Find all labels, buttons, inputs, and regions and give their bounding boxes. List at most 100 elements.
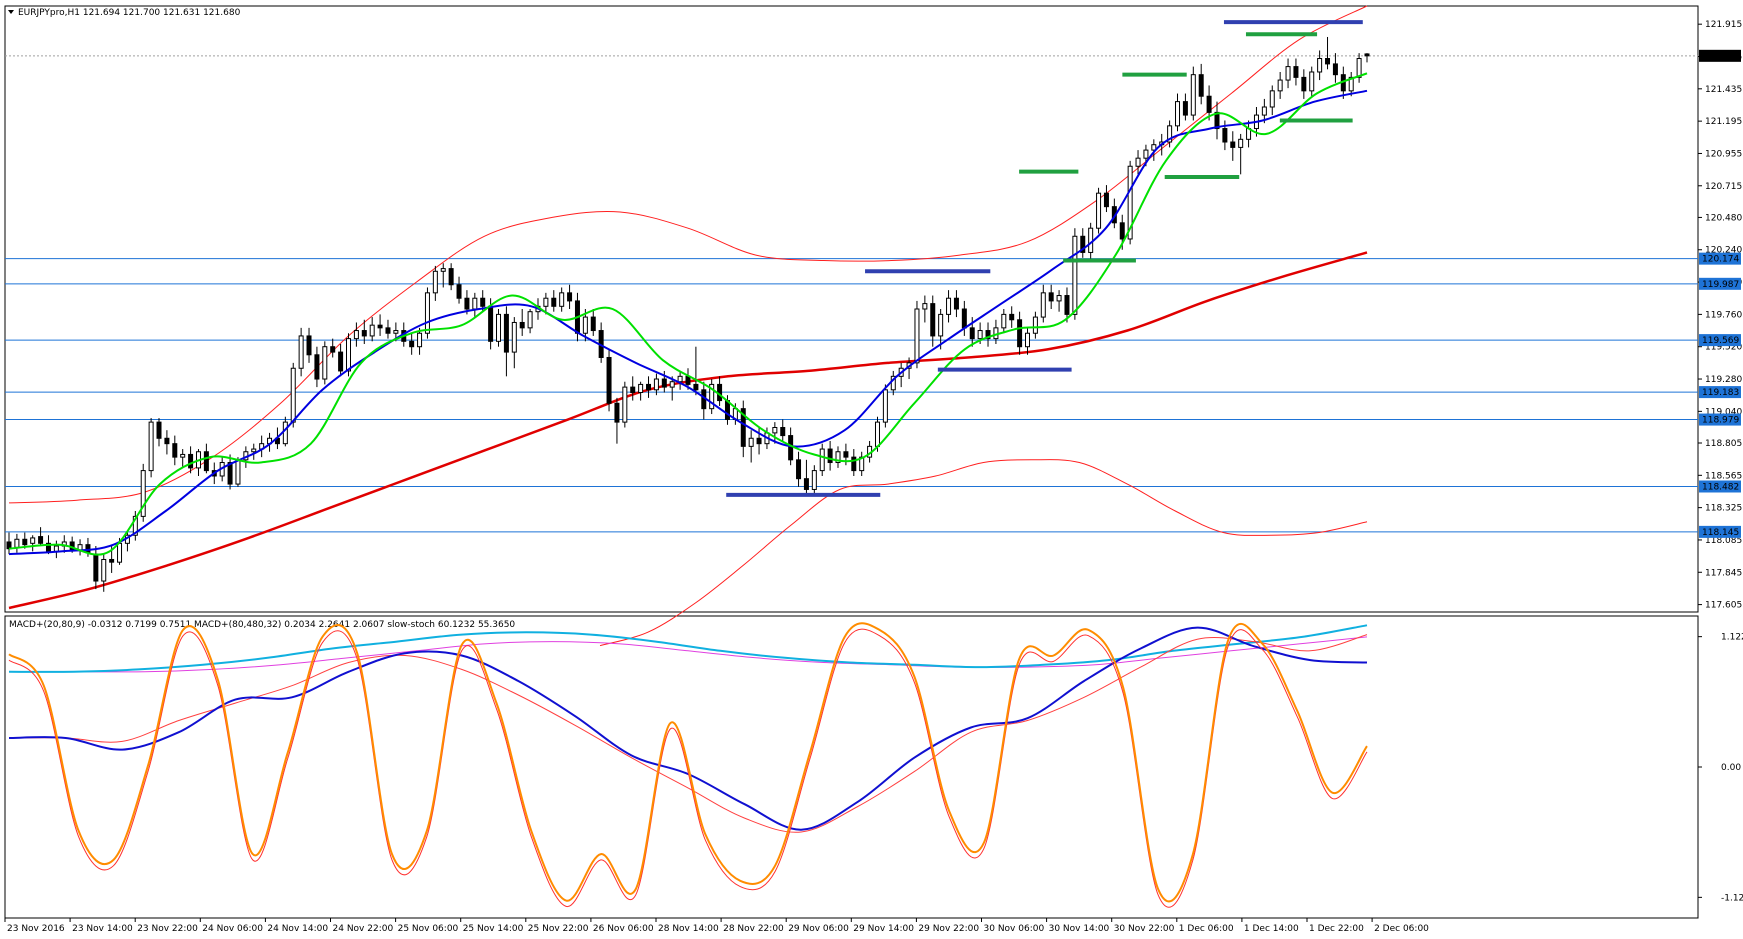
candle-body [290, 367, 296, 423]
time-tick-label: 23 Nov 2016 [7, 924, 65, 934]
level-price-tag [1699, 252, 1741, 265]
price-tick-label: 119.520 [1705, 343, 1742, 353]
candle-body [1119, 222, 1125, 240]
candle-body [1040, 292, 1046, 318]
level-price-tag [1699, 277, 1741, 290]
candle-body [338, 351, 344, 372]
level-price-tag [1699, 413, 1741, 426]
candle-body [346, 338, 351, 372]
candle-body [543, 297, 549, 307]
candle-body [693, 383, 699, 391]
candle-body [448, 268, 454, 286]
candle-body [511, 321, 517, 353]
candle-body [606, 356, 612, 404]
time-tick-label: 30 Nov 22:00 [1114, 924, 1175, 934]
candle-body [503, 313, 509, 353]
candle-body [496, 313, 502, 342]
level-price-label: 118.979 [1702, 416, 1739, 426]
candle-body [1301, 76, 1307, 92]
candle-body [1230, 141, 1236, 148]
candle-body [393, 330, 399, 334]
candle-body [985, 330, 991, 340]
price-tick-label: 118.085 [1705, 536, 1742, 546]
candle-body [653, 378, 659, 391]
candle-body [851, 456, 857, 472]
candle-body [748, 437, 754, 447]
candle-body [1025, 332, 1030, 348]
candle-body [922, 303, 928, 310]
candle-body [156, 421, 162, 439]
candle-body [685, 375, 691, 385]
time-tick-label: 25 Nov 06:00 [398, 924, 459, 934]
candle-body [977, 330, 983, 340]
candle-body [740, 408, 746, 447]
time-tick-label: 24 Nov 06:00 [202, 924, 263, 934]
candle-body [480, 297, 486, 307]
candle-body [1206, 95, 1212, 113]
candle-body [1238, 138, 1244, 148]
stoch-line [8, 622, 1368, 903]
candle-body [677, 375, 683, 383]
candle-body [109, 558, 115, 563]
candle-body [132, 515, 138, 536]
level-price-tag [1699, 480, 1741, 493]
candle-body [432, 270, 438, 294]
candle-body [188, 453, 194, 469]
time-tick-label: 23 Nov 22:00 [137, 924, 198, 934]
time-tick-label: 30 Nov 14:00 [1049, 924, 1110, 934]
candle-body [1277, 79, 1283, 92]
candle-body [1293, 66, 1299, 78]
candle-body [1325, 58, 1331, 65]
candle-body [1214, 111, 1220, 130]
candle-body [330, 346, 336, 353]
candle-body [1032, 316, 1038, 334]
candle-body [1009, 313, 1015, 321]
candle-body [551, 297, 557, 307]
price-tick-label: 119.280 [1705, 375, 1742, 385]
candle-body [882, 389, 888, 423]
indicator-header: MACD+(20,80,9) -0.0312 0.7199 0.7511 MAC… [9, 620, 515, 630]
candle-body [235, 459, 241, 485]
time-tick-label: 28 Nov 22:00 [723, 924, 784, 934]
time-tick-label: 25 Nov 14:00 [463, 924, 524, 934]
indicator-tick-label: 0.00 [1721, 763, 1741, 773]
candle-body [298, 335, 304, 369]
main-panel-frame [4, 5, 1699, 613]
candle-body [946, 297, 952, 315]
indicator-tick-label: -1.1222 [1721, 893, 1743, 903]
candle-body [456, 284, 462, 299]
candle-body [85, 544, 91, 554]
candle-body [282, 421, 288, 445]
price-tick-label: 119.040 [1705, 407, 1742, 417]
candle-body [630, 386, 636, 393]
candle-body [1127, 165, 1133, 240]
indicator-tick-label: 1.1222 [1721, 633, 1743, 643]
time-tick-label: 23 Nov 14:00 [72, 924, 133, 934]
macd1-line [8, 626, 1368, 831]
candle-body [827, 448, 833, 464]
candle-body [1017, 319, 1023, 348]
candle-body [622, 386, 628, 423]
time-tick-label: 25 Nov 22:00 [528, 924, 589, 934]
candle-body [582, 316, 588, 334]
candle-body [1096, 192, 1102, 229]
candle-body [669, 381, 675, 388]
candle-body [369, 324, 375, 337]
candle-body [440, 268, 446, 272]
candle-body [709, 383, 715, 410]
candle-body [638, 383, 644, 393]
time-tick-label: 29 Nov 14:00 [853, 924, 914, 934]
candle-body [464, 297, 470, 310]
candle-body [14, 538, 20, 548]
candle-body [614, 402, 620, 423]
level-price-label: 119.569 [1702, 336, 1739, 346]
candle-body [519, 321, 525, 329]
current-price-tag [1699, 49, 1741, 62]
symbol-header: EURJPYpro,H1 121.694 121.700 121.631 121… [18, 8, 241, 18]
candle-body [1143, 149, 1149, 159]
time-tick-label: 26 Nov 06:00 [593, 924, 654, 934]
level-price-tag [1699, 334, 1741, 347]
price-tick-label: 121.915 [1705, 20, 1742, 30]
